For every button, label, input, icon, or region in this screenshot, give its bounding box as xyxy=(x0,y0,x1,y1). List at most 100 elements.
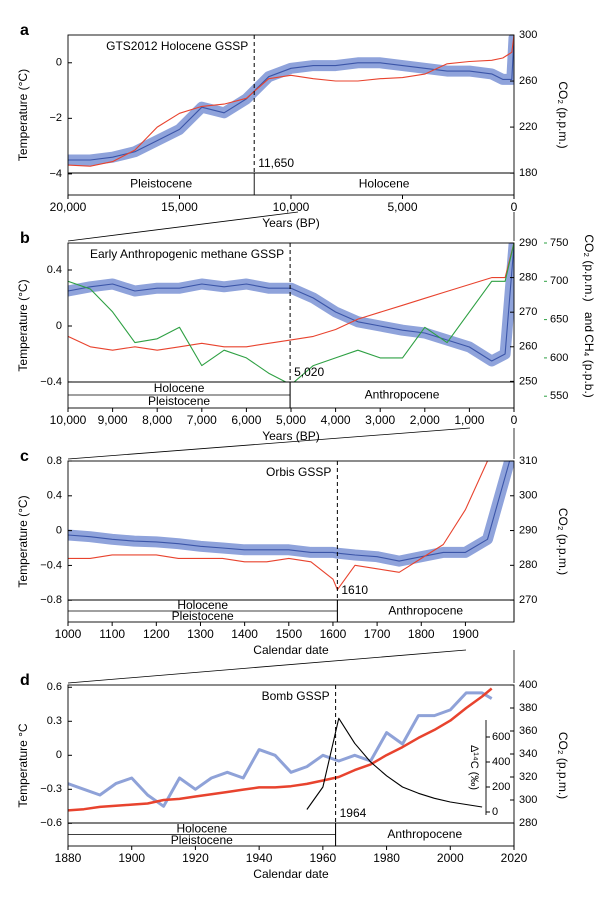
region-label: Holocene xyxy=(176,821,227,835)
x-axis-label: Calendar date xyxy=(253,867,329,881)
zoom-line xyxy=(67,211,299,242)
plot-frame xyxy=(67,34,515,196)
y3-axis-label: CH₄ (p.p.b.) xyxy=(582,334,596,398)
line xyxy=(68,37,514,161)
axis-label-joiner: and xyxy=(582,312,596,332)
x-tick-label: 8,000 xyxy=(142,413,172,427)
y3-tick-label: 700 xyxy=(550,275,568,287)
y-tick-label: −4 xyxy=(49,168,62,180)
x-tick-label: 15,000 xyxy=(161,200,198,214)
y-tick-label: 0 xyxy=(56,749,62,761)
x-axis-label: Years (BP) xyxy=(262,216,320,230)
y2-tick-label: 400 xyxy=(519,679,537,691)
y-tick-label: −0.8 xyxy=(40,594,62,606)
y-axis-label: Temperature (°C) xyxy=(16,279,30,371)
panel-letter: c xyxy=(20,448,29,465)
x-tick-label: 1900 xyxy=(452,627,479,641)
region-label: Holocene xyxy=(177,598,228,612)
y2-tick-label: 340 xyxy=(519,748,537,760)
x-tick-label: 1800 xyxy=(408,627,435,641)
x-tick-label: 1300 xyxy=(187,627,214,641)
annotation: Early Anthropogenic methane GSSP xyxy=(90,247,284,261)
y2-tick-label: 280 xyxy=(519,559,537,571)
x-tick-label: 1500 xyxy=(275,627,302,641)
y-tick-label: 0.4 xyxy=(47,264,62,276)
panel-letter: a xyxy=(20,22,29,39)
line xyxy=(68,691,493,808)
line xyxy=(68,244,514,362)
x-tick-label: 3,000 xyxy=(365,413,395,427)
y2-axis-label: CO₂ (p.p.m.) xyxy=(582,234,596,301)
x-tick-label: 1940 xyxy=(246,851,273,865)
x-tick-label: 10,000 xyxy=(50,413,87,427)
plot-frame xyxy=(67,684,515,847)
y2-tick-label: 260 xyxy=(519,75,537,87)
annotation: Orbis GSSP xyxy=(266,465,331,479)
x-tick-label: 1600 xyxy=(320,627,347,641)
x-tick-label: 7,000 xyxy=(187,413,217,427)
zoom-line xyxy=(67,649,467,684)
y-axis-label: Temperature (°C) xyxy=(16,69,30,161)
x-axis-label: Years (BP) xyxy=(262,429,320,443)
x-tick-label: 1700 xyxy=(364,627,391,641)
y2-tick-label: 220 xyxy=(519,121,537,133)
y-tick-label: 0.3 xyxy=(47,715,62,727)
y2-tick-label: 290 xyxy=(519,237,537,249)
y2-tick-label: 180 xyxy=(519,167,537,179)
x-tick-label: 2000 xyxy=(437,851,464,865)
x-tick-label: 1960 xyxy=(310,851,337,865)
x-tick-label: 20,000 xyxy=(50,200,87,214)
y3-tick-label: 650 xyxy=(550,314,568,326)
y-tick-label: −0.4 xyxy=(40,559,62,571)
y2-tick-label: 300 xyxy=(519,29,537,41)
series-group xyxy=(68,687,493,812)
x-tick-label: 0 xyxy=(511,413,518,427)
region-label: Anthropocene xyxy=(365,388,440,402)
y-tick-label: 0.4 xyxy=(47,490,62,502)
y2-tick-label: 260 xyxy=(519,341,537,353)
x-axis-label: Calendar date xyxy=(253,643,329,657)
region-label: Pleistocene xyxy=(171,833,233,847)
y3-tick-label: 200 xyxy=(492,781,510,793)
x-tick-label: 0 xyxy=(511,200,518,214)
y-tick-label: 0.6 xyxy=(47,681,62,693)
line xyxy=(68,687,493,812)
line xyxy=(68,461,489,591)
y2-tick-label: 280 xyxy=(519,817,537,829)
x-tick-label: 1900 xyxy=(118,851,145,865)
x-tick-label: 2,000 xyxy=(410,413,440,427)
series-group xyxy=(68,243,514,382)
y2-tick-label: 310 xyxy=(519,455,537,467)
y-axis-label: Temperature °C xyxy=(16,723,30,807)
series-group xyxy=(68,461,514,591)
y-tick-label: −2 xyxy=(49,112,62,124)
x-tick-label: 9,000 xyxy=(98,413,128,427)
x-tick-label: 10,000 xyxy=(273,200,310,214)
y2-tick-label: 280 xyxy=(519,271,537,283)
y2-tick-label: 290 xyxy=(519,524,537,536)
line xyxy=(68,35,514,167)
gssp-label: 1610 xyxy=(341,583,368,597)
panel: a Pleistocene Holocene 11,650 GTS2012 Holoce… xyxy=(16,22,570,230)
y3-tick-label: 550 xyxy=(550,390,568,402)
x-tick-label: 1980 xyxy=(373,851,400,865)
x-tick-label: 1920 xyxy=(182,851,209,865)
region-label: Holocene xyxy=(359,177,410,191)
plot-frame xyxy=(67,242,515,409)
gssp-label: 1964 xyxy=(340,806,367,820)
y-tick-label: 0 xyxy=(56,320,62,332)
line-band xyxy=(68,35,514,166)
x-tick-label: 1200 xyxy=(143,627,170,641)
y3-axis-label: Δ¹⁴C (‰) xyxy=(468,745,480,790)
annotation: GTS2012 Holocene GSSP xyxy=(106,39,248,53)
y2-tick-label: 300 xyxy=(519,490,537,502)
line xyxy=(68,461,511,562)
line xyxy=(68,243,514,351)
y3-tick-label: 600 xyxy=(550,352,568,364)
zoom-line xyxy=(67,427,471,460)
y2-tick-label: 320 xyxy=(519,771,537,783)
y2-axis-label: CO₂ (p.p.m.) xyxy=(556,81,570,148)
y3-tick-label: 0 xyxy=(492,806,498,818)
